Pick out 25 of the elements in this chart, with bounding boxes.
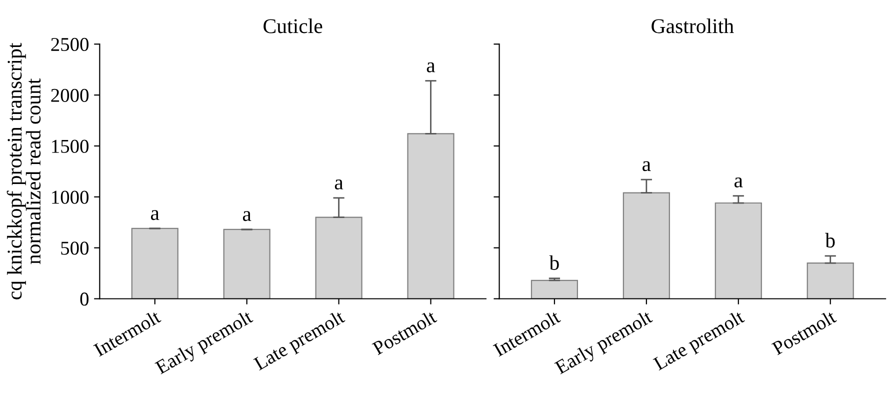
y-tick-label: 500 [61,242,89,255]
y-tick-label: 1000 [52,190,89,204]
bar [714,202,762,299]
y-tick-label: 2500 [51,38,89,52]
annotation: a [334,180,344,190]
bar [806,262,854,299]
annotation: a [734,177,743,188]
chart-title: Gastrolith [652,18,734,34]
bar [131,228,178,299]
y-tick-label: 1500 [52,140,89,153]
annotation: a [426,62,436,72]
annotation: b [825,232,835,248]
bar [407,133,454,299]
annotation: a [242,211,252,222]
bar [315,216,362,299]
y-tick-label: 0 [80,292,89,306]
y-axis-title: cq knickkopf protein transcript normalized read count [6,42,41,300]
y-tick-label: 2000 [51,88,89,102]
annotation: a [150,210,160,220]
bar [622,192,670,299]
annotation: a [642,161,651,172]
bar [530,280,578,299]
annotation: b [549,255,559,270]
bar [223,228,270,299]
chart-title: Cuticle [264,18,322,34]
